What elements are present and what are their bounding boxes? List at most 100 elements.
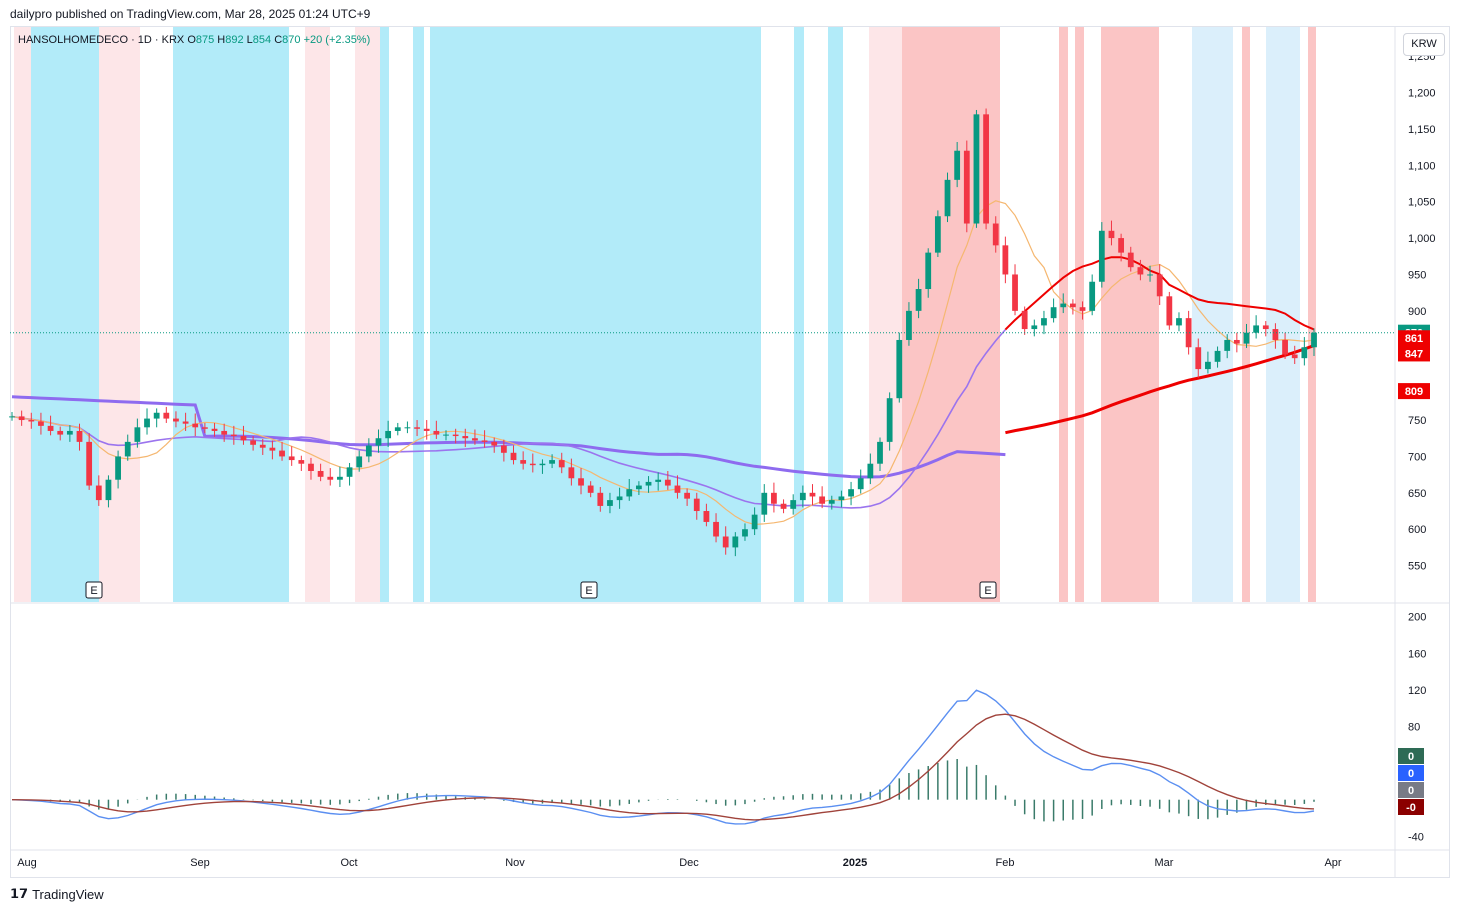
candle-body [443, 434, 449, 436]
candle-body [886, 398, 893, 442]
candle-body [915, 289, 922, 311]
candle-body [1108, 230, 1115, 239]
high-value: 892 [225, 34, 244, 46]
candle-body [1185, 318, 1192, 348]
fast-ma-line [11, 200, 1315, 526]
candle-body [1195, 347, 1202, 370]
candle-body [664, 479, 671, 486]
ma-tag-bg [1398, 383, 1430, 400]
candle-body [877, 441, 883, 464]
background-bands [14, 27, 1316, 602]
mid-ma-line [11, 329, 1007, 509]
price-tick-label: 950 [1408, 269, 1426, 281]
regime-band [1242, 27, 1250, 602]
candle-body [230, 434, 237, 437]
candle-body [404, 427, 411, 429]
candle-body [1079, 307, 1086, 311]
candle-body [857, 478, 864, 490]
candle-body [578, 478, 584, 486]
candle-body [655, 479, 662, 482]
price-tick-label: 900 [1408, 306, 1426, 318]
candle-body [963, 150, 970, 224]
macd-line [11, 689, 1315, 825]
candle-body [250, 440, 257, 445]
candle-body [703, 511, 710, 522]
low-value: 854 [252, 34, 272, 46]
candle-body [1272, 329, 1279, 340]
candle-body [1166, 296, 1173, 326]
candle-body [819, 496, 826, 504]
candle-body [1156, 274, 1163, 297]
candle-body [192, 423, 199, 428]
candle-body [423, 428, 430, 431]
earnings-marker-box [85, 581, 103, 599]
earnings-marker: E [585, 585, 592, 597]
candle-body [1214, 350, 1221, 362]
earnings-marker: E [984, 585, 991, 597]
candle-body [134, 427, 141, 442]
candle-body [182, 421, 189, 424]
regime-band [1101, 27, 1159, 602]
candle-body [337, 476, 343, 480]
price-tick-label: 600 [1408, 524, 1426, 536]
candle-body [645, 481, 652, 486]
candle-body [1253, 325, 1260, 333]
candle-body [1127, 252, 1134, 268]
candle-body [944, 179, 951, 217]
time-tick-label: Feb [996, 857, 1015, 869]
candle-body [269, 447, 276, 451]
time-tick-label: 2025 [843, 857, 867, 869]
earnings-marker: E [90, 585, 97, 597]
candle-body [1060, 303, 1067, 308]
regime-band [828, 27, 843, 602]
candle-body [346, 467, 353, 477]
candle-body [587, 485, 594, 493]
candle-body [1012, 274, 1018, 311]
candle-body [433, 430, 440, 435]
candle-body [1243, 332, 1250, 344]
currency-button[interactable]: KRW [1403, 33, 1445, 56]
regime-band [1308, 27, 1316, 602]
macd-panel [11, 689, 1315, 825]
candle-body [462, 436, 469, 439]
ma-tag-bg [1398, 330, 1430, 347]
candle-body [375, 438, 382, 446]
candle-body [771, 492, 777, 504]
candle-body [732, 536, 739, 548]
candle-body [144, 418, 150, 428]
candle-body [9, 416, 15, 418]
regime-band [380, 27, 389, 602]
candle-body [1137, 267, 1144, 275]
candle-body [365, 445, 372, 457]
close-label: C [274, 34, 283, 46]
candle-body [906, 310, 912, 340]
candle-body [124, 441, 131, 457]
regime-band [1266, 27, 1300, 602]
regime-band [173, 27, 289, 602]
regime-band [869, 27, 902, 602]
ma-tag: 809 [1405, 386, 1423, 398]
candle-body [1002, 245, 1009, 275]
macd-tag-bg [1398, 799, 1424, 815]
candle-body [1311, 332, 1317, 348]
macd-tag: -0 [1406, 802, 1416, 814]
candle-body [616, 496, 623, 501]
tradingview-logo[interactable]: 𝟭𝟳 TradingView [10, 886, 104, 902]
candle-body [635, 485, 642, 490]
candle-body [472, 438, 478, 441]
tradingview-label: TradingView [32, 886, 104, 902]
regime-band [305, 27, 330, 602]
regime-band [430, 27, 761, 602]
regime-band [902, 27, 1000, 602]
macd-tag-bg [1398, 782, 1424, 798]
candle-body [529, 463, 536, 466]
open-value: 875 [195, 34, 215, 46]
regime-band [31, 27, 99, 602]
macd-tag: 0 [1408, 768, 1414, 780]
candle-body [1050, 307, 1057, 319]
candle-body [201, 427, 208, 429]
candle-body [568, 467, 575, 479]
regime-band [355, 27, 380, 602]
candle-body [983, 114, 989, 224]
